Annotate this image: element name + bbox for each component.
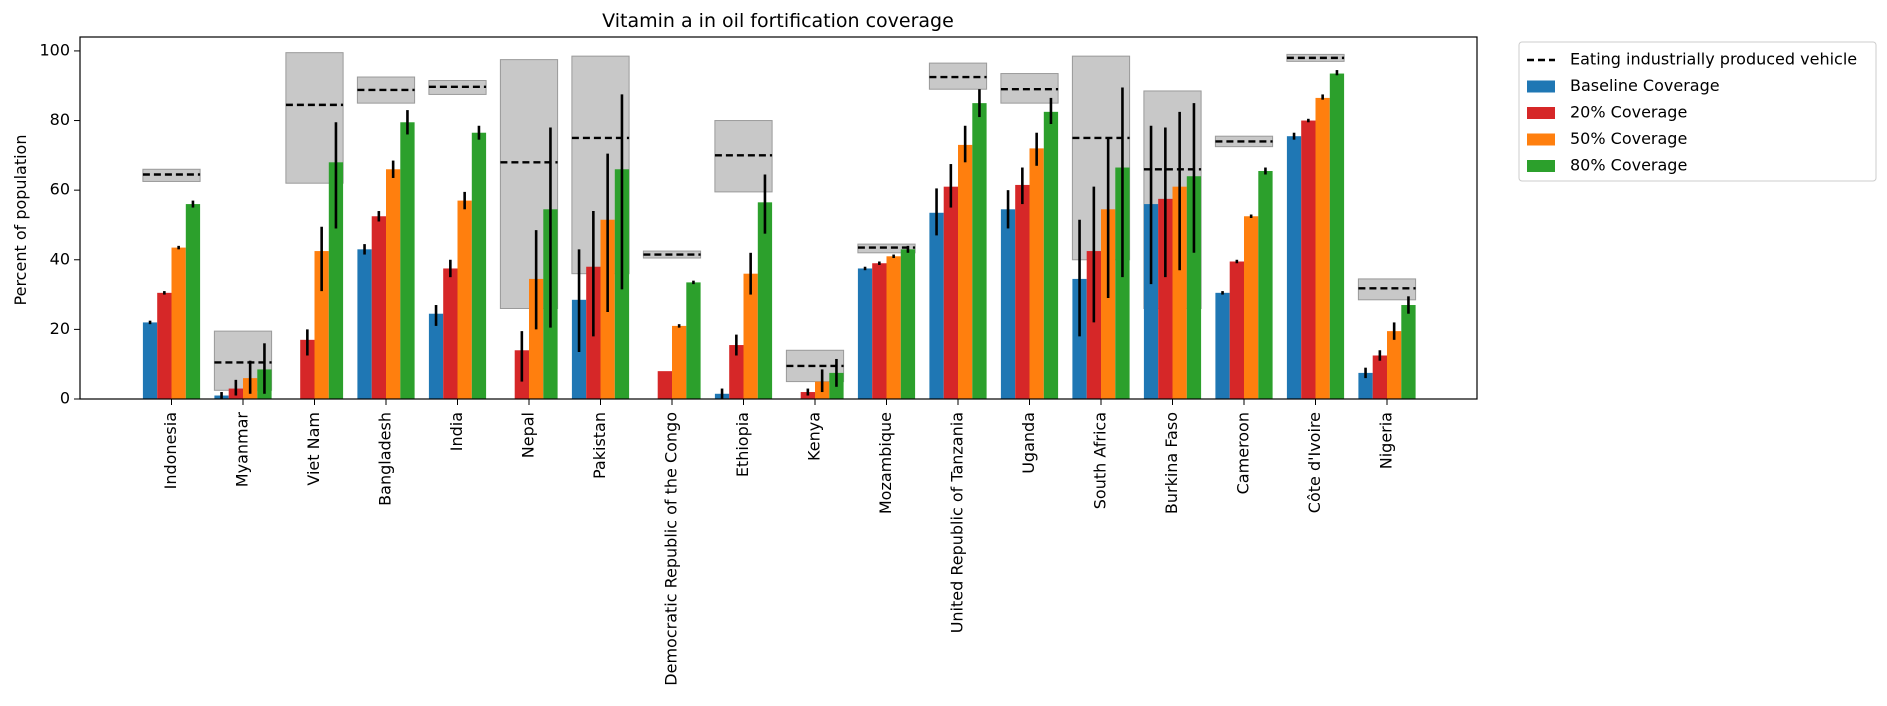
legend-label: 80% Coverage — [1570, 156, 1687, 175]
legend: Eating industrially produced vehicle Base… — [1518, 41, 1877, 182]
bar — [1158, 198, 1173, 399]
bar — [457, 200, 472, 399]
bar — [657, 371, 672, 399]
x-tick-label: Myanmar — [233, 412, 252, 488]
bar — [1143, 204, 1159, 399]
bar — [371, 216, 386, 399]
bar — [1015, 184, 1030, 399]
x-tick-label: Viet Nam — [304, 412, 323, 486]
bar — [1229, 261, 1244, 399]
bar — [1086, 251, 1101, 399]
legend-label: Eating industrially produced vehicle — [1570, 50, 1857, 69]
y-tick-label: 100 — [39, 40, 70, 59]
legend-swatch — [1527, 133, 1555, 146]
x-tick-label: Burkina Faso — [1162, 412, 1181, 514]
bar — [857, 268, 873, 399]
x-tick-label: Cameroon — [1234, 412, 1253, 494]
legend-label: 20% Coverage — [1570, 103, 1687, 122]
bar — [400, 122, 415, 400]
bar — [743, 273, 758, 399]
legend-swatch — [1527, 160, 1555, 172]
bar — [972, 103, 987, 399]
y-tick-label: 40 — [50, 249, 70, 268]
x-tick-label: United Republic of Tanzania — [948, 412, 967, 633]
x-tick-label: Côte d'Ivoire — [1305, 412, 1324, 513]
bar — [1329, 73, 1345, 399]
bar — [357, 249, 372, 399]
x-tick-label: Uganda — [1019, 412, 1038, 474]
bar — [1315, 97, 1330, 400]
bars — [142, 73, 1416, 400]
bar — [471, 132, 487, 399]
bar — [529, 278, 544, 399]
bar — [1072, 278, 1087, 399]
bar — [1301, 120, 1316, 400]
x-tick-label: Democratic Republic of the Congo — [662, 412, 681, 686]
x-tick-label: Pakistan — [590, 412, 609, 479]
x-tick-label: South Africa — [1091, 412, 1110, 509]
bar — [1286, 136, 1302, 400]
x-tick-label: Nepal — [519, 412, 538, 458]
legend-swatch — [1527, 80, 1555, 93]
bar — [443, 268, 458, 399]
bar — [1186, 176, 1202, 399]
bar — [1244, 216, 1259, 399]
y-tick-label: 20 — [50, 319, 70, 338]
bar — [900, 249, 916, 399]
bar — [1358, 372, 1373, 399]
x-tick-label: Bangladesh — [376, 412, 395, 506]
x-axis: Indonesia Myanmar Viet Nam Bangladesh India N… — [161, 399, 1396, 686]
error-bars — [148, 70, 1410, 399]
legend-label: Baseline Coverage — [1570, 76, 1720, 95]
chart-title: Vitamin a in oil fortification coverage — [602, 10, 954, 32]
bar — [1043, 111, 1059, 399]
bar — [1101, 209, 1116, 399]
bar — [1258, 171, 1273, 399]
plot-frame — [79, 36, 1478, 400]
bar — [1401, 305, 1416, 399]
bar — [872, 263, 887, 399]
reference-band — [285, 52, 344, 184]
legend-label: 50% Coverage — [1570, 129, 1687, 148]
bar — [943, 186, 958, 399]
bar — [1029, 148, 1044, 399]
bar — [886, 256, 901, 399]
bar — [386, 169, 401, 399]
bar — [757, 202, 773, 399]
bar — [1387, 331, 1402, 399]
bar — [1215, 292, 1230, 399]
bar — [185, 204, 201, 399]
x-tick-label: India — [447, 412, 466, 451]
bar — [428, 313, 444, 399]
bar — [1372, 355, 1387, 399]
x-tick-label: Nigeria — [1377, 412, 1396, 469]
x-tick-label: Mozambique — [876, 412, 895, 514]
bar — [328, 162, 344, 399]
x-tick-label: Kenya — [805, 412, 824, 461]
bar — [672, 325, 687, 399]
bar — [171, 247, 186, 399]
bar — [958, 144, 973, 399]
bar — [929, 212, 944, 399]
bar — [686, 282, 701, 399]
x-tick-label: Indonesia — [161, 412, 180, 489]
y-tick-label: 0 — [60, 389, 70, 408]
reference-lines — [142, 56, 1416, 368]
legend-frame — [1518, 41, 1877, 182]
bar — [157, 292, 172, 399]
legend-swatch — [1527, 107, 1555, 119]
bar — [300, 339, 315, 399]
bar — [729, 345, 744, 399]
bar — [314, 251, 329, 399]
bar — [1172, 186, 1187, 399]
y-axis-label: Percent of population — [11, 135, 30, 306]
y-tick-label: 60 — [50, 180, 70, 199]
bar — [1000, 209, 1016, 399]
x-tick-label: Ethiopia — [733, 412, 752, 477]
bar — [142, 322, 158, 399]
y-tick-label: 80 — [50, 110, 70, 129]
y-axis: 0 20 40 60 80 100 — [39, 40, 80, 408]
bar — [1115, 167, 1130, 399]
